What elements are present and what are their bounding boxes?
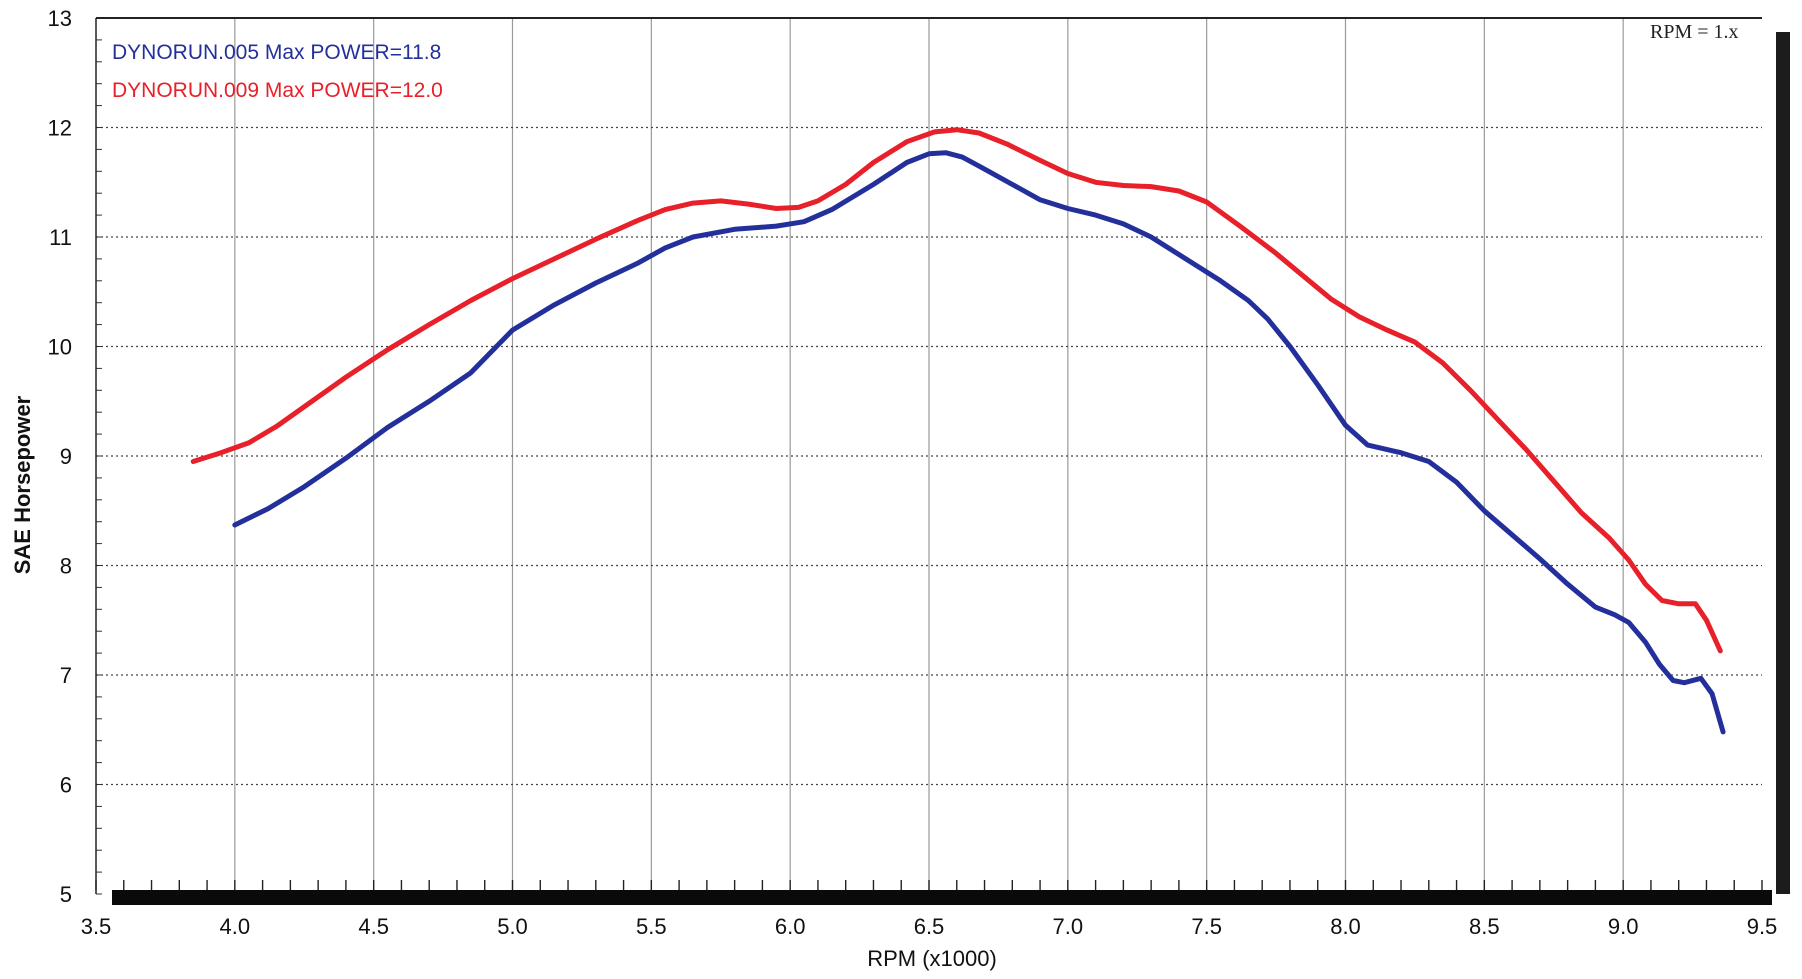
x-tick-label: 4.5 xyxy=(358,914,389,939)
corner-text: RPM = 1.x xyxy=(1650,21,1739,43)
y-tick-label: 12 xyxy=(48,116,72,141)
legend-entry-dynorun-009: DYNORUN.009 Max POWER=12.0 xyxy=(112,79,443,102)
legend-entry-dynorun-005: DYNORUN.005 Max POWER=11.8 xyxy=(112,41,441,64)
x-tick-label: 5.5 xyxy=(636,914,667,939)
x-tick-label: 7.5 xyxy=(1191,914,1222,939)
y-tick-label: 9 xyxy=(60,444,72,469)
x-tick-label: 7.0 xyxy=(1053,914,1084,939)
x-tick-label: 9.5 xyxy=(1747,914,1778,939)
series-line-0 xyxy=(232,150,1726,735)
x-axis-title: RPM (x1000) xyxy=(867,946,997,971)
series-lines xyxy=(190,127,1726,735)
x-tick-label: 3.5 xyxy=(81,914,112,939)
y-tick-label: 10 xyxy=(48,335,72,360)
x-tick-label: 8.5 xyxy=(1469,914,1500,939)
y-tick-label: 5 xyxy=(60,882,72,907)
y-tick-label: 11 xyxy=(49,225,72,250)
y-tick-label: 13 xyxy=(48,6,72,31)
x-axis-bar xyxy=(112,890,1772,905)
y-axis-title: SAE Horsepower xyxy=(10,395,35,574)
x-tick-label: 8.0 xyxy=(1330,914,1361,939)
x-tick-label: 9.0 xyxy=(1608,914,1639,939)
right-border-bar xyxy=(1776,32,1790,894)
y-tick-label: 7 xyxy=(60,663,72,688)
grid xyxy=(96,18,1762,894)
y-tick-label: 6 xyxy=(60,773,72,798)
legend: DYNORUN.005 Max POWER=11.8 DYNORUN.009 M… xyxy=(112,41,443,102)
axes: 3.5 4.0 4.5 5.0 5.5 6.0 6.5 7.0 7.5 8.0 8.5 9.0 9.5 5… xyxy=(48,6,1790,939)
x-tick-label: 4.0 xyxy=(220,914,251,939)
x-tick-label: 6.5 xyxy=(914,914,945,939)
series-line-1 xyxy=(190,127,1723,654)
y-tick-label: 8 xyxy=(60,554,72,579)
x-tick-label: 6.0 xyxy=(775,914,806,939)
x-tick-label: 5.0 xyxy=(497,914,528,939)
